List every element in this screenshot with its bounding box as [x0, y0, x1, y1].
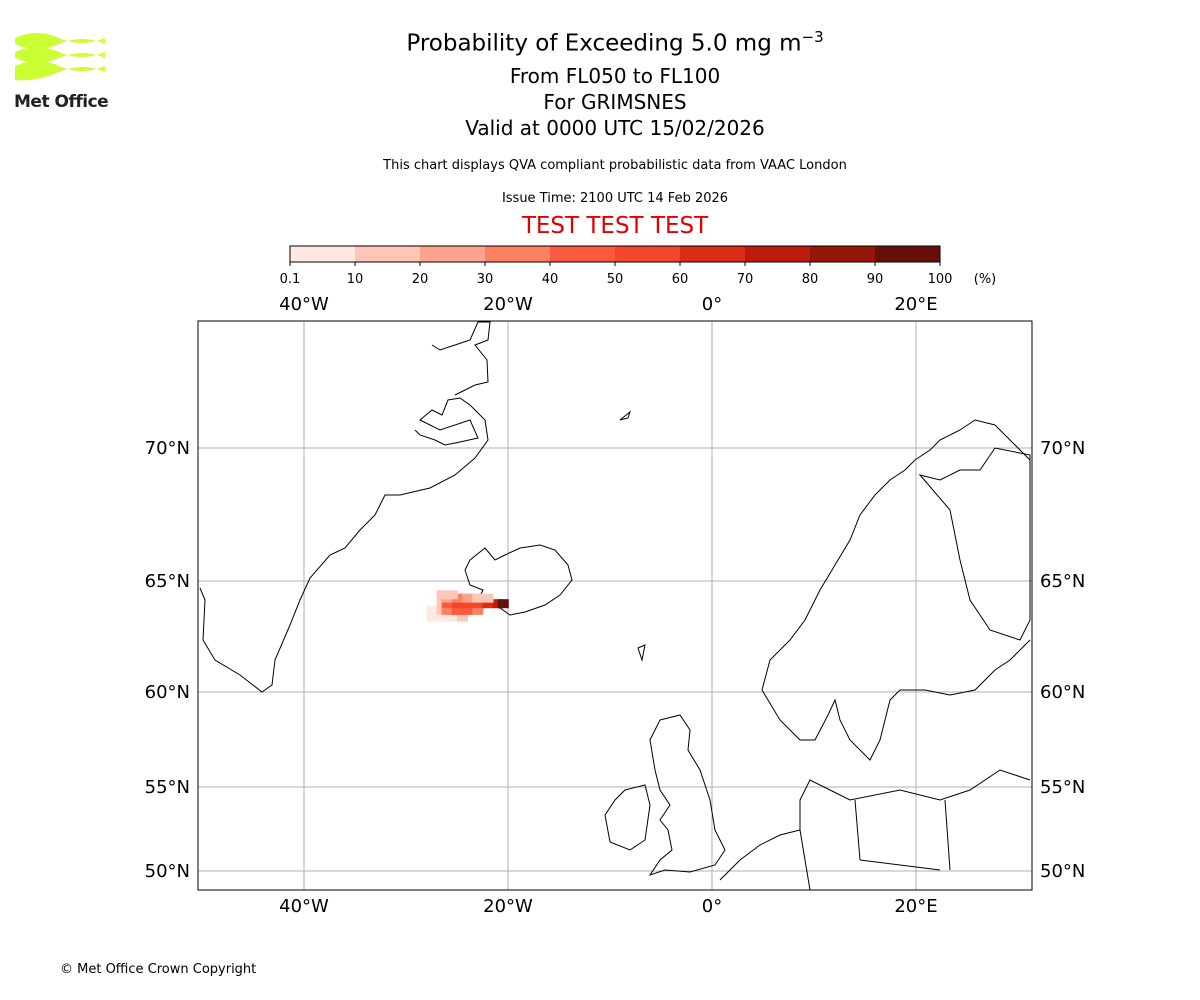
plume-cell [462, 593, 474, 603]
continent-coast [719, 769, 1031, 891]
map-frame [197, 320, 1033, 891]
axis-tick-labels: 40°W 40°W 20°W 20°W 0° 0° 20°E 20°E 70°N 70°N 65°N… [145, 294, 1086, 917]
plume-cell [451, 599, 463, 609]
test-banner: TEST TEST TEST [521, 213, 709, 239]
lon-label-top: 40°W [279, 294, 329, 315]
lat-label-left: 70°N [145, 438, 190, 459]
plume-cell [472, 605, 484, 615]
colorbar-segment [550, 246, 615, 262]
lon-label-top: 0° [702, 294, 722, 315]
colorbar-tick-label: 70 [737, 272, 754, 287]
scandinavia-coast [761, 419, 1031, 761]
colorbar-tick-label: 20 [412, 272, 429, 287]
lat-label-right: 50°N [1040, 861, 1085, 882]
colorbar-segment [420, 246, 485, 262]
issue-time: Issue Time: 2100 UTC 14 Feb 2026 [501, 191, 729, 206]
lon-label-bottom: 40°W [279, 896, 329, 917]
colorbar-segment [355, 246, 420, 262]
plume-cell [436, 590, 448, 600]
lon-label-top: 20°W [483, 294, 533, 315]
colorbar-tick-label: 60 [672, 272, 689, 287]
plume-cell [451, 605, 463, 615]
iceland-coast [464, 544, 573, 616]
logo-waves-icon [15, 33, 105, 81]
lat-label-left: 65°N [145, 571, 190, 592]
colorbar-tick-label: 80 [802, 272, 819, 287]
colorbar-tick-label: 40 [542, 272, 559, 287]
plume-cell [457, 612, 468, 622]
lat-label-left: 60°N [145, 682, 190, 703]
plume-cell [436, 612, 448, 622]
plume-cell [462, 599, 474, 609]
colorbar-tick-label: 0.1 [280, 272, 301, 287]
plume-cell [497, 599, 509, 609]
colorbar-segment [615, 246, 680, 262]
ash-plume [426, 590, 509, 622]
chart-title: Probability of Exceeding 5.0 mg m−3 [406, 28, 824, 57]
lat-label-left: 55°N [145, 777, 190, 798]
gridlines [198, 321, 1032, 890]
lat-label-left: 50°N [145, 861, 190, 882]
colorbar-segment [290, 246, 355, 262]
lon-label-bottom: 0° [702, 896, 722, 917]
greenland-coast [199, 321, 491, 693]
plume-cell [426, 605, 438, 615]
lon-label-top: 20°E [894, 294, 937, 315]
lat-label-right: 65°N [1040, 571, 1085, 592]
colorbar-segment [810, 246, 875, 262]
disclaimer: This chart displays QVA compliant probab… [383, 158, 847, 173]
plume-cell [446, 590, 458, 600]
britain-coast [604, 714, 726, 876]
plume-cell [482, 593, 494, 603]
lat-label-right: 70°N [1040, 438, 1085, 459]
plume-cell [472, 593, 484, 603]
coastlines [199, 321, 1031, 891]
lat-label-right: 55°N [1040, 777, 1085, 798]
lat-label-right: 60°N [1040, 682, 1085, 703]
finland-border [918, 447, 1031, 641]
colorbar-segment [680, 246, 745, 262]
plume-cell [441, 599, 453, 609]
faroe [637, 644, 646, 662]
colorbar-tick-label: 100 [928, 272, 953, 287]
flight-level: From FL050 to FL100 [509, 64, 721, 88]
plume-cell [472, 599, 484, 609]
colorbar-unit: (%) [974, 272, 997, 287]
plume-cell [482, 599, 494, 609]
colorbar-tick-label: 10 [347, 272, 364, 287]
logo-text: Met Office [14, 92, 109, 112]
colorbar-tick-label: 90 [867, 272, 884, 287]
plume-cell [441, 605, 453, 615]
copyright: © Met Office Crown Copyright [60, 962, 257, 977]
plume-cell [462, 605, 474, 615]
lon-label-bottom: 20°W [483, 896, 533, 917]
volcano-name: For GRIMSNES [543, 90, 687, 114]
jan-mayen [619, 410, 632, 421]
plume-cell [446, 612, 458, 622]
met-office-logo [12, 30, 108, 94]
colorbar-segment [485, 246, 550, 262]
colorbar-segment [875, 246, 940, 262]
lon-label-bottom: 20°E [894, 896, 937, 917]
colorbar: 0.1 10 20 30 40 50 60 70 80 90 100 (%) [280, 245, 997, 287]
colorbar-tick-label: 50 [607, 272, 624, 287]
colorbar-segment [745, 246, 810, 262]
colorbar-tick-label: 30 [477, 272, 494, 287]
valid-time: Valid at 0000 UTC 15/02/2026 [465, 116, 765, 140]
plume-cell [426, 612, 438, 622]
